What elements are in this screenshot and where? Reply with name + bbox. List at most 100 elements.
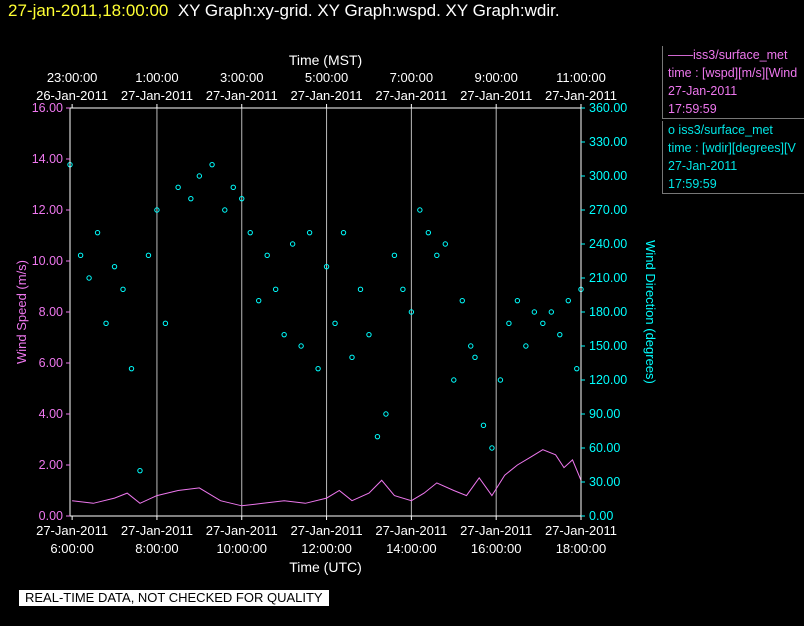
wdir-point: [111, 263, 118, 270]
wdir-point: [315, 365, 321, 372]
wdir-point: [230, 184, 236, 191]
top-axis-time-label: 5:00:00: [305, 70, 348, 85]
wdir-point: [264, 252, 270, 259]
right-axis-tick-label: 300.00: [589, 169, 627, 183]
top-axis-time-label: 1:00:00: [135, 70, 178, 85]
bottom-axis-date-label: 27-Jan-2011: [291, 523, 363, 538]
right-axis-tick-label: 30.00: [589, 475, 620, 489]
graph-title: 27-jan-2011,18:00:00 XY Graph:xy-grid. X…: [8, 1, 560, 21]
wdir-point: [196, 173, 203, 179]
wdir-point: [489, 445, 495, 451]
right-axis-tick-label: 90.00: [589, 407, 620, 421]
wdir-point: [565, 297, 571, 304]
title-timestamp: 27-jan-2011,18:00:00: [8, 1, 169, 20]
wdir-point: [289, 241, 296, 247]
wdir-point: [128, 365, 135, 372]
left-axis-tick-label: 8.00: [39, 305, 63, 319]
left-axis-tick-label: 12.00: [32, 203, 63, 217]
legend-wspd-variable: time : [wspd][m/s][Wind: [668, 66, 798, 80]
right-axis-tick-label: 330.00: [589, 135, 627, 149]
wdir-point: [162, 320, 169, 327]
wdir-point: [154, 207, 160, 213]
wdir-point: [383, 411, 389, 417]
wdir-point: [472, 354, 478, 361]
wdir-point: [247, 229, 253, 236]
right-axis-tick-label: 0.00: [589, 509, 613, 523]
wdir-point: [323, 263, 330, 270]
top-axis-time-label: 23:00:00: [47, 70, 98, 85]
wdir-point: [497, 377, 504, 383]
bottom-axis-date-label: 27-Jan-2011: [121, 523, 193, 538]
legend-wspd-time: 17:59:59: [668, 102, 717, 116]
legend-wdir-source: o iss3/surface_met: [668, 123, 773, 137]
title-graph-names: XY Graph:xy-grid. XY Graph:wspd. XY Grap…: [177, 1, 560, 20]
top-axis-date-label: 27-Jan-2011: [291, 88, 363, 103]
wdir-point: [514, 297, 521, 304]
wdir-point: [506, 320, 512, 327]
bottom-axis-time-label: 14:00:00: [386, 541, 437, 556]
bottom-axis-date-label: 27-Jan-2011: [460, 523, 532, 538]
wdir-point: [209, 161, 215, 168]
left-axis-tick-label: 6.00: [39, 356, 63, 370]
legend-wspd-source: ——iss3/surface_met: [668, 48, 788, 62]
wdir-point: [400, 286, 406, 293]
wdir-point: [103, 320, 109, 327]
wdir-point: [188, 195, 194, 202]
bottom-axis-label: Time (UTC): [289, 559, 362, 575]
wdir-point: [425, 229, 432, 236]
left-axis-tick-label: 16.00: [32, 101, 63, 115]
top-axis-time-label: 11:00:00: [556, 70, 606, 85]
wdir-point: [332, 320, 338, 327]
bottom-axis-date-label: 27-Jan-2011: [36, 523, 108, 538]
legend-wdir-variable: time : [wdir][degrees][V: [668, 141, 796, 155]
wdir-point: [540, 320, 546, 327]
wdir-point: [442, 241, 448, 247]
right-axis-tick-label: 60.00: [589, 441, 620, 455]
left-axis-tick-label: 2.00: [39, 458, 63, 472]
bottom-axis-time-label: 8:00:00: [135, 541, 178, 556]
left-axis-label: Wind Speed (m/s): [14, 260, 29, 364]
wdir-point: [86, 275, 92, 281]
top-axis-date-label: 27-Jan-2011: [460, 88, 532, 103]
wdir-point: [574, 365, 580, 372]
top-axis-time-label: 7:00:00: [390, 70, 433, 85]
wdir-point: [175, 184, 181, 191]
wdir-point: [357, 286, 364, 293]
legend-wspd: ——iss3/surface_met time : [wspd][m/s][Wi…: [662, 46, 804, 119]
bottom-axis-time-label: 10:00:00: [216, 541, 267, 556]
legend: ——iss3/surface_met time : [wspd][m/s][Wi…: [662, 46, 804, 194]
wdir-point: [391, 252, 398, 259]
right-axis-tick-label: 120.00: [589, 373, 627, 387]
wdir-point: [557, 331, 563, 338]
top-axis-time-label: 9:00:00: [474, 70, 517, 85]
bottom-axis-date-label: 27-Jan-2011: [206, 523, 278, 538]
left-axis-tick-label: 4.00: [39, 407, 63, 421]
wdir-point: [366, 331, 372, 338]
left-axis-tick-label: 14.00: [32, 152, 63, 166]
wdir-point: [120, 286, 126, 293]
right-axis-tick-label: 210.00: [589, 271, 627, 285]
plot-frame: [69, 107, 582, 517]
top-axis-date-label: 27-Jan-2011: [375, 88, 447, 103]
wdir-point: [94, 229, 101, 236]
wdir-point: [434, 252, 440, 259]
bottom-axis-date-label: 27-Jan-2011: [545, 523, 617, 538]
top-axis-date-label: 27-Jan-2011: [545, 88, 617, 103]
bottom-axis-time-label: 6:00:00: [50, 541, 93, 556]
wdir-point: [281, 331, 287, 338]
top-axis-date-label: 26-Jan-2011: [36, 88, 108, 103]
wdir-point: [222, 207, 228, 213]
wdir-point: [272, 286, 279, 293]
wdir-point: [374, 433, 381, 440]
wdir-point: [408, 309, 415, 315]
wdir-point: [417, 207, 423, 213]
bottom-axis-time-label: 16:00:00: [471, 541, 522, 556]
top-axis-time-label: 3:00:00: [220, 70, 263, 85]
legend-wdir-time: 17:59:59: [668, 177, 717, 191]
top-axis-label: Time (MST): [289, 52, 362, 68]
wdir-point: [145, 252, 152, 259]
wdir-point: [523, 343, 529, 349]
wdir-point: [298, 343, 304, 349]
top-axis-date-label: 27-Jan-2011: [206, 88, 278, 103]
wdir-point: [77, 252, 84, 259]
